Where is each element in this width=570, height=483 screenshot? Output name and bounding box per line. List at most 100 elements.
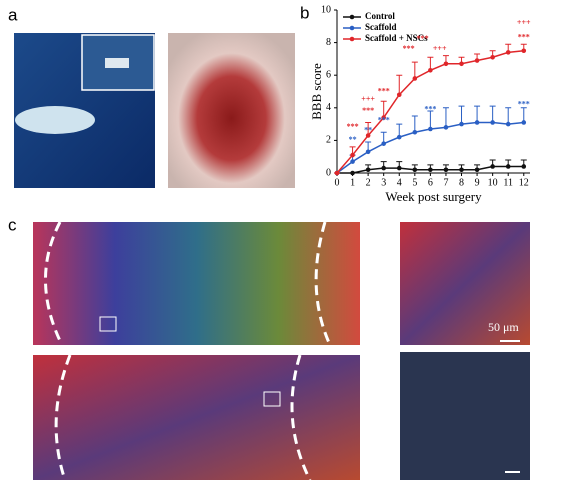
significance-mark: ***	[403, 44, 415, 53]
marker	[459, 167, 464, 173]
image-c2	[33, 355, 360, 480]
error-bar	[458, 105, 465, 125]
marker	[365, 133, 371, 138]
marker	[428, 68, 433, 73]
significance-mark: ***	[417, 34, 429, 43]
significance-mark: +++	[517, 18, 531, 27]
marker	[443, 167, 449, 173]
marker	[396, 92, 402, 98]
x-tick-label: 11	[503, 177, 513, 188]
marker	[381, 115, 386, 120]
error-bar	[442, 107, 449, 128]
significance-mark: ***	[378, 116, 390, 125]
x-tick-label: 1	[350, 177, 355, 188]
marker	[396, 165, 402, 171]
marker	[428, 167, 433, 173]
panel-label: a	[8, 5, 18, 24]
legend-marker	[349, 14, 355, 20]
y-tick-label: 2	[326, 135, 331, 146]
marker	[490, 164, 495, 169]
marker	[521, 164, 527, 169]
significance-mark: **	[349, 135, 357, 144]
legend-label: Scaffold	[365, 22, 397, 32]
y-axis-label: BBB score	[309, 63, 324, 120]
marker	[474, 167, 480, 173]
legend-marker	[349, 25, 355, 31]
y-tick-label: 10	[321, 4, 331, 15]
error-bar	[411, 61, 418, 79]
marker	[396, 134, 402, 140]
panel-label: b	[300, 3, 309, 22]
x-tick-label: 8	[459, 177, 464, 188]
marker	[428, 126, 433, 132]
marker	[381, 141, 386, 146]
marker	[490, 54, 495, 60]
x-tick-label: 2	[366, 177, 371, 188]
significance-mark: ***	[424, 104, 436, 113]
x-tick-label: 5	[412, 177, 417, 188]
significance-mark: ***	[518, 99, 530, 108]
x-tick-label: 3	[381, 177, 386, 188]
error-bar	[427, 110, 434, 129]
marker	[412, 167, 418, 173]
x-tick-label: 12	[519, 177, 529, 188]
marker	[474, 120, 480, 125]
marker	[505, 164, 511, 169]
legend-marker	[349, 36, 355, 42]
marker	[474, 58, 480, 63]
roi-box	[263, 391, 281, 407]
marker	[365, 149, 371, 155]
image-c1	[33, 222, 360, 345]
significance-mark: ***	[378, 86, 390, 95]
x-tick-label: 7	[443, 177, 448, 188]
y-tick-label: 0	[326, 167, 331, 178]
significance-mark: ***	[347, 122, 359, 131]
significance-mark: +++	[433, 44, 447, 53]
marker	[443, 61, 449, 67]
legend-label: Control	[365, 11, 395, 21]
marker	[350, 159, 355, 164]
scale-bar-label: 50 μm	[488, 320, 519, 334]
marker	[350, 170, 355, 176]
panel-label: c	[8, 215, 17, 234]
error-bar	[474, 105, 481, 123]
error-bar	[489, 105, 496, 123]
legend-label: Scaffold + NSCs	[365, 33, 428, 43]
boundary	[44, 221, 332, 481]
significance-mark: **	[364, 125, 372, 134]
marker	[459, 121, 464, 127]
x-tick-label: 10	[488, 177, 498, 188]
y-tick-label: 4	[326, 102, 331, 113]
marker	[443, 125, 449, 130]
error-bar	[411, 115, 418, 133]
x-tick-label: 0	[335, 177, 340, 188]
marker	[490, 120, 495, 125]
marker	[412, 76, 418, 81]
image-c3	[400, 222, 530, 345]
y-tick-label: 6	[326, 69, 331, 80]
x-tick-label: 6	[428, 177, 433, 188]
marker	[381, 165, 386, 171]
marker	[365, 167, 371, 173]
x-axis-label: Week post surgery	[385, 189, 482, 204]
error-bar	[520, 107, 527, 123]
significance-mark: ***	[362, 106, 374, 115]
inset-scaffold	[105, 58, 129, 68]
significance-mark: ***	[518, 33, 530, 42]
error-bar	[396, 74, 403, 95]
image-c4	[400, 352, 530, 480]
marker	[459, 61, 464, 67]
marker	[412, 129, 418, 135]
error-bar	[380, 100, 387, 118]
photo-surgery	[168, 33, 295, 188]
marker	[334, 170, 340, 176]
marker	[350, 152, 355, 158]
error-bar	[505, 107, 512, 125]
roi-box	[99, 316, 117, 332]
marker	[505, 121, 511, 127]
implant	[15, 106, 95, 134]
marker	[521, 48, 527, 54]
